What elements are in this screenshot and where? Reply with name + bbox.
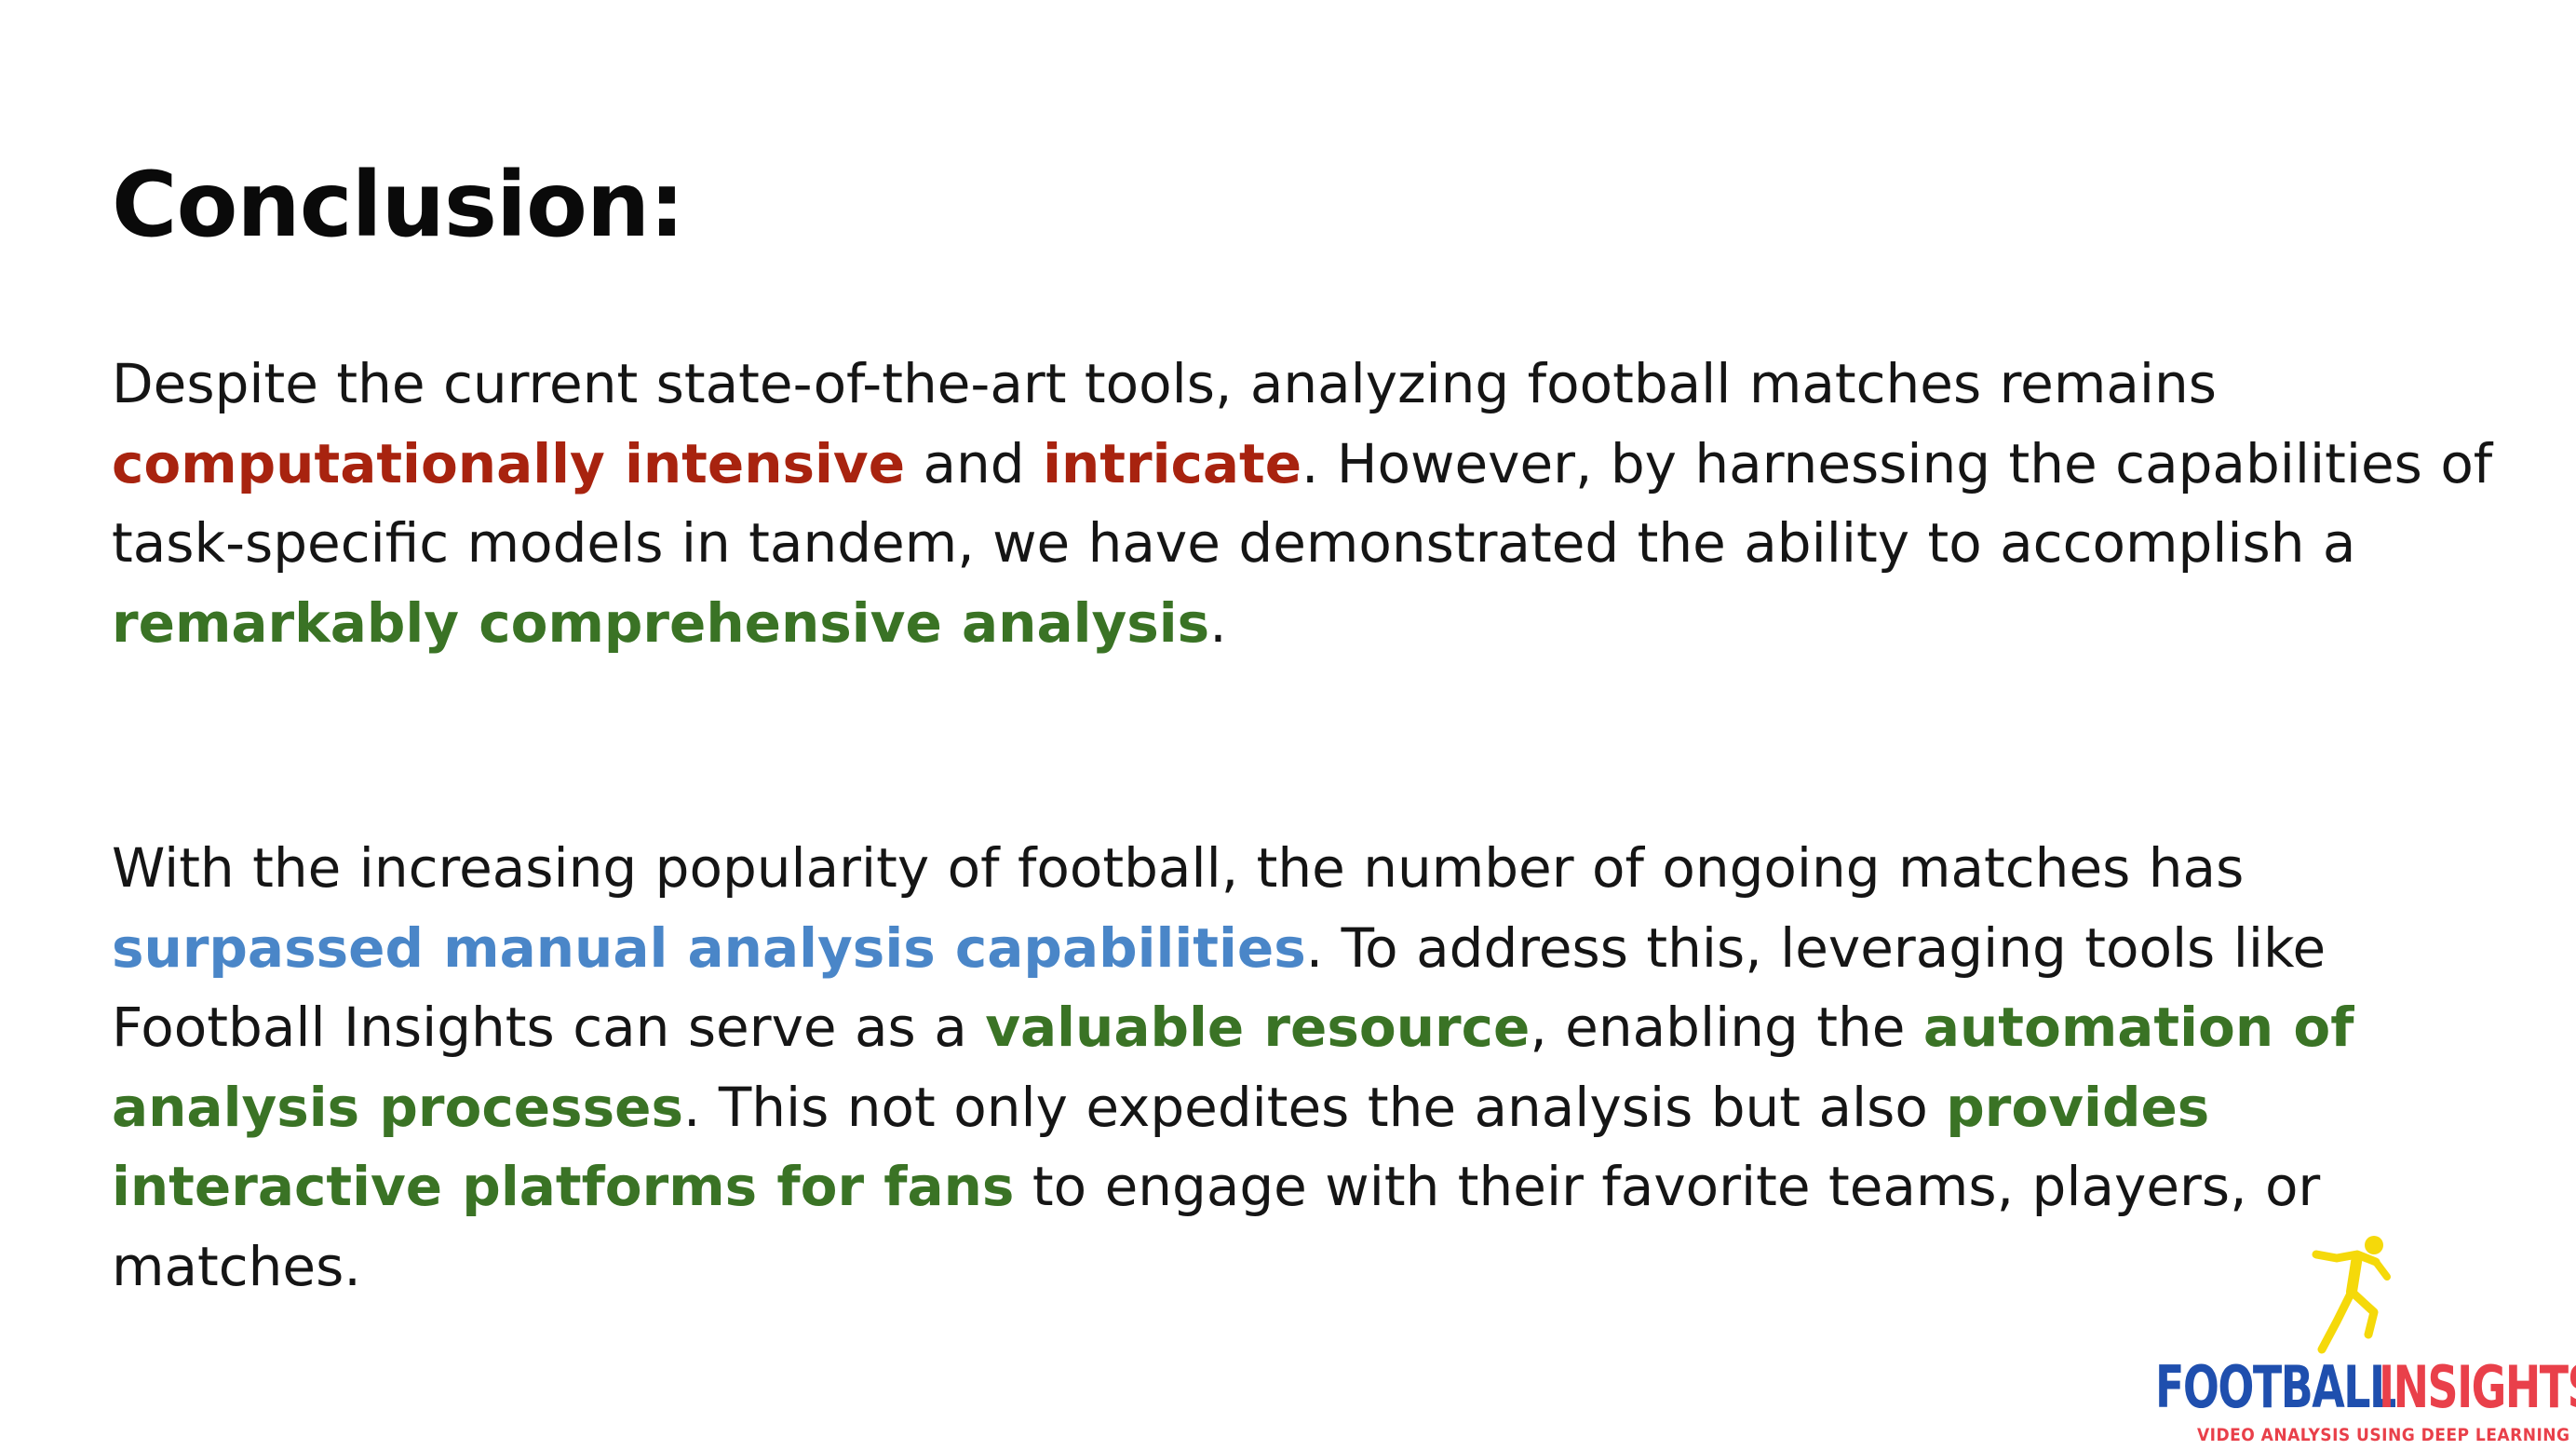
page-title: Conclusion:: [112, 153, 685, 257]
highlight-red: intricate: [1043, 431, 1302, 495]
logo-word-insights: INSIGHTS: [2379, 1353, 2576, 1421]
text-span: . To address this, leveraging tools like…: [112, 915, 2326, 1060]
logo-word-football: FOOTBALL: [2155, 1353, 2396, 1421]
text-span: With the increasing popularity of footba…: [112, 836, 2245, 900]
paragraph-1: Despite the current state-of-the-art too…: [112, 345, 2495, 663]
highlight-green: provides interactive platforms for fans: [112, 1075, 2210, 1219]
text-span: , enabling the: [1530, 996, 1923, 1059]
text-span: and: [905, 431, 1044, 495]
highlight-green: valuable resource: [985, 996, 1531, 1059]
highlight-green: remarkably comprehensive analysis: [112, 590, 1210, 655]
football-player-icon: [2312, 1236, 2391, 1354]
highlight-green: automation of analysis processes: [112, 996, 2354, 1139]
football-insights-logo: FOOTBALL INSIGHTS VIDEO ANALYSIS USING D…: [2141, 1234, 2576, 1448]
text-span: to engage with their favorite teams, pla…: [112, 1155, 2321, 1298]
highlight-blue: surpassed manual analysis capabilities: [112, 915, 1306, 980]
text-span: .: [1209, 590, 1227, 655]
highlight-red: computationally intensive: [112, 431, 906, 495]
paragraph-2: With the increasing popularity of footba…: [112, 829, 2495, 1307]
text-span: Despite the current state-of-the-art too…: [112, 352, 2217, 415]
logo-tagline: VIDEO ANALYSIS USING DEEP LEARNING: [2197, 1425, 2570, 1445]
text-span: . However, by harnessing the capabilitie…: [112, 431, 2493, 576]
text-span: . This not only expedites the analysis b…: [682, 1075, 1947, 1139]
